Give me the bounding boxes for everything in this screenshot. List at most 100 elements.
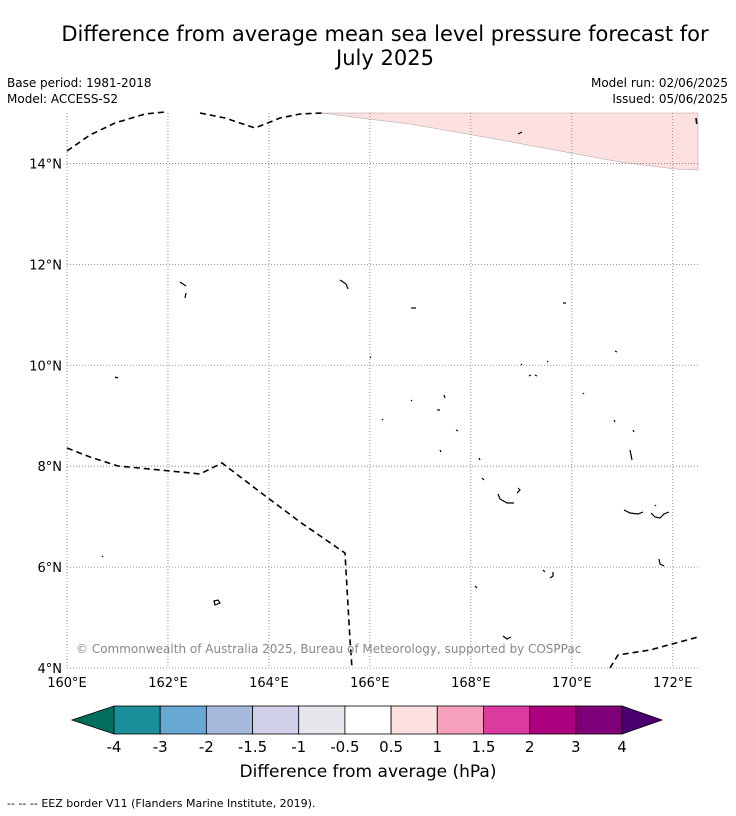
latitude-tick-label: 10°N xyxy=(29,359,62,374)
island xyxy=(528,374,532,377)
longitude-tick-label: 166°E xyxy=(350,676,390,691)
latitude-tick-label: 6°N xyxy=(38,561,63,576)
colorbar-high-extend xyxy=(621,705,664,735)
island xyxy=(497,493,514,504)
eez-legend: -- -- -- EEZ border V11 (Flanders Marine… xyxy=(7,797,315,810)
colorbar-tick-label: -4 xyxy=(107,738,122,756)
colorbar-tick-label: 0.5 xyxy=(379,738,403,756)
colorbar: -4 -3 -2 -1.5 -1 -0.5 0.5 1 1.5 2 3 4 xyxy=(70,705,664,756)
map-title: Difference from average mean sea level p… xyxy=(40,22,730,70)
latitude-tick-label: 4°N xyxy=(38,662,63,677)
island xyxy=(516,487,521,494)
eez-line-symbol: -- -- -- xyxy=(7,797,38,810)
island xyxy=(542,569,546,573)
colorbar-tick-label: -0.5 xyxy=(330,738,359,756)
island xyxy=(474,585,478,589)
latitude-labels: 4°N 6°N 8°N 10°N 12°N 14°N xyxy=(29,157,62,677)
island xyxy=(339,279,349,290)
model-run: Model run: 02/06/2025 xyxy=(590,76,728,90)
island xyxy=(650,511,670,519)
colorbar-swatch xyxy=(390,705,438,735)
island xyxy=(455,429,459,432)
island xyxy=(443,394,446,399)
eez-border-north-2 xyxy=(199,112,323,129)
title-line-2: July 2025 xyxy=(336,46,434,70)
island xyxy=(481,477,485,481)
pressure-anomaly-region xyxy=(321,112,699,171)
colorbar-swatch xyxy=(252,705,300,735)
island xyxy=(614,350,618,353)
colorbar-tick-label: 1 xyxy=(432,738,442,756)
colorbar-tick-label: -3 xyxy=(153,738,168,756)
island xyxy=(632,429,635,433)
map-panel: © Commonwealth of Australia 2025, Bureau… xyxy=(29,111,699,691)
longitude-labels: 160°E 162°E 164°E 166°E 168°E 170°E 172°E xyxy=(47,676,692,691)
longitude-tick-label: 160°E xyxy=(47,676,87,691)
island xyxy=(502,635,512,640)
island xyxy=(534,374,538,377)
island xyxy=(629,449,633,461)
issued-date: Issued: 05/06/2025 xyxy=(612,92,728,106)
island xyxy=(114,376,119,379)
colorbar-tick-label: -2 xyxy=(199,738,214,756)
colorbar-tick-label: 1.5 xyxy=(472,738,496,756)
colorbar-swatch xyxy=(113,705,161,735)
longitude-tick-label: 162°E xyxy=(148,676,188,691)
colorbar-swatch xyxy=(298,705,346,735)
title-line-1: Difference from average mean sea level p… xyxy=(61,22,709,46)
colorbar-tick-label: 3 xyxy=(571,738,581,756)
island xyxy=(623,509,644,515)
colorbar-swatch xyxy=(483,705,531,735)
base-period: Base period: 1981-2018 xyxy=(7,76,152,90)
island xyxy=(184,292,187,299)
eez-border-northeast xyxy=(695,117,698,127)
colorbar-label: Difference from average (hPa) xyxy=(239,762,497,782)
island xyxy=(439,449,442,453)
longitude-tick-label: 168°E xyxy=(451,676,491,691)
colorbar-tick-label: 4 xyxy=(617,738,627,756)
island xyxy=(613,419,616,423)
colorbar-swatch xyxy=(436,705,484,735)
island xyxy=(213,599,221,606)
island xyxy=(582,392,585,395)
eez-legend-text: EEZ border V11 (Flanders Marine Institut… xyxy=(41,797,316,810)
colorbar-swatch xyxy=(529,705,577,735)
island xyxy=(410,399,413,402)
colorbar-swatch xyxy=(205,705,253,735)
colorbar-swatch xyxy=(159,705,207,735)
longitude-tick-label: 164°E xyxy=(249,676,289,691)
island xyxy=(517,131,523,135)
colorbar-tick-label: 2 xyxy=(525,738,535,756)
eez-border-southeast xyxy=(609,636,699,669)
eez-border-west xyxy=(66,447,353,669)
island xyxy=(658,558,665,567)
island xyxy=(546,360,549,363)
model-name: Model: ACCESS-S2 xyxy=(7,92,119,106)
latitude-tick-label: 8°N xyxy=(38,460,63,475)
colorbar-tick-label: -1 xyxy=(291,738,306,756)
metadata-left: Base period: 1981-2018 Model: ACCESS-S2 xyxy=(7,75,152,107)
island xyxy=(654,504,657,507)
island xyxy=(549,572,554,579)
longitude-tick-label: 170°E xyxy=(552,676,592,691)
copyright-text: © Commonwealth of Australia 2025, Bureau… xyxy=(76,642,581,656)
latitude-tick-label: 14°N xyxy=(29,157,62,172)
islands xyxy=(101,131,670,640)
colorbar-swatch xyxy=(344,705,392,735)
eez-borders xyxy=(66,111,699,669)
island xyxy=(520,363,523,366)
island xyxy=(478,457,481,461)
colorbar-swatch xyxy=(575,705,623,735)
longitude-tick-label: 172°E xyxy=(653,676,693,691)
latitude-tick-label: 12°N xyxy=(29,258,62,273)
island xyxy=(101,555,104,558)
island xyxy=(381,418,384,421)
island xyxy=(369,356,372,359)
eez-border-north xyxy=(66,111,166,152)
colorbar-low-extend xyxy=(70,705,115,735)
gridlines xyxy=(66,113,698,669)
colorbar-tick-label: -1.5 xyxy=(238,738,267,756)
island xyxy=(179,281,187,287)
metadata-right: Model run: 02/06/2025 Issued: 05/06/2025 xyxy=(591,75,728,107)
